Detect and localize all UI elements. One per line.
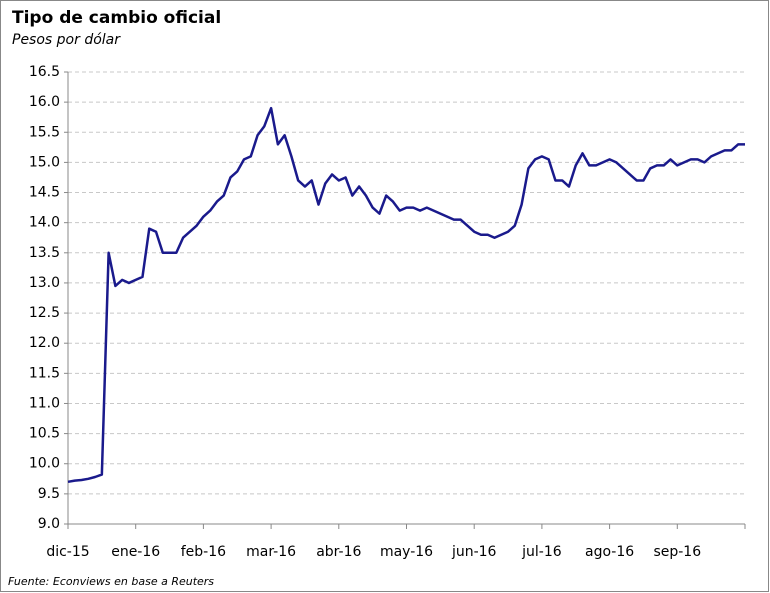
y-tick-label: 11.5 (29, 365, 60, 381)
source-note: Fuente: Econviews en base a Reuters (8, 575, 214, 588)
y-tick-label: 12.0 (29, 335, 60, 351)
x-tick-label: feb-16 (181, 544, 226, 560)
x-tick-label: may-16 (380, 544, 433, 560)
x-tick-label: jul-16 (521, 544, 562, 560)
x-tick-label: dic-15 (46, 544, 89, 560)
y-tick-label: 13.5 (29, 245, 60, 261)
x-tick-label: mar-16 (246, 544, 296, 560)
x-tick-label: jun-16 (451, 544, 497, 560)
y-tick-label: 10.5 (29, 426, 60, 442)
y-tick-label: 9.5 (38, 486, 60, 502)
y-tick-label: 16.5 (29, 64, 60, 80)
y-tick-label: 9.0 (38, 516, 60, 532)
y-tick-label: 15.5 (29, 124, 60, 140)
y-tick-label: 15.0 (29, 154, 60, 170)
y-tick-label: 12.5 (29, 305, 60, 321)
x-tick-label: abr-16 (316, 544, 361, 560)
y-tick-label: 14.5 (29, 185, 60, 201)
y-tick-label: 13.0 (29, 275, 60, 291)
y-tick-label: 16.0 (29, 94, 60, 110)
line-series (67, 106, 745, 484)
chart-subtitle: Pesos por dólar (12, 32, 121, 48)
x-tick-label: ene-16 (111, 544, 160, 560)
chart-title: Tipo de cambio oficial (12, 8, 221, 28)
y-tick-label: 10.0 (29, 456, 60, 472)
y-tick-label: 14.0 (29, 215, 60, 231)
x-tick-label: sep-16 (653, 544, 701, 560)
y-tick-label: 11.0 (29, 395, 60, 411)
x-tick-label: ago-16 (585, 544, 634, 560)
